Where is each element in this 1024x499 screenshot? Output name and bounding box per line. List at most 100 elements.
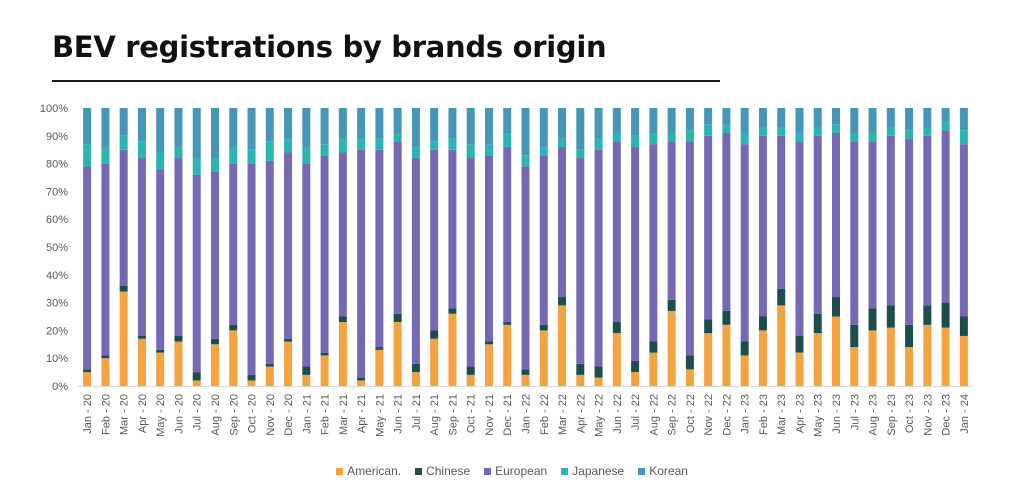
x-tick-label: Jan - 22 (521, 394, 533, 434)
title-divider (52, 80, 720, 82)
bar-segment-chinese (832, 297, 841, 317)
legend-label: American. (347, 464, 402, 478)
legend-item: Japanese (561, 464, 624, 478)
x-tick-label: Apr - 20 (137, 394, 149, 433)
x-tick-label: Nov - 22 (703, 394, 715, 436)
x-tick-label: Oct - 23 (904, 394, 916, 433)
bar-segment-korean (923, 108, 932, 128)
bar-segment-korean (795, 108, 804, 134)
bar-segment-chinese (320, 352, 329, 356)
bar-segment-korean (137, 108, 146, 142)
bar-segment-chinese (722, 310, 731, 325)
bar-segment-american (101, 358, 110, 386)
bar-segment-european (393, 141, 402, 314)
y-tick-label: 60% (46, 214, 68, 226)
bar-segment-korean (941, 108, 950, 122)
x-tick-label: Aug - 22 (648, 394, 660, 436)
bar-segment-korean (722, 108, 731, 125)
bar-segment-european (886, 135, 895, 306)
bar-segment-japanese (338, 138, 347, 153)
bar-segment-korean (576, 108, 585, 150)
y-tick-label: 0% (52, 381, 68, 393)
bar-segment-american (156, 352, 165, 386)
bar-segment-american (503, 324, 512, 386)
legend-item: Chinese (415, 464, 470, 478)
x-tick-label: Jan - 20 (82, 394, 94, 434)
y-tick-label: 90% (46, 131, 68, 143)
bar-segment-american (338, 322, 347, 386)
bar-segment-american (284, 341, 293, 386)
bar-segment-korean (594, 108, 603, 139)
bar-segment-korean (466, 108, 475, 145)
bar-segment-american (923, 324, 932, 386)
bar-segment-japanese (594, 138, 603, 150)
x-tick-label: Oct - 22 (685, 394, 697, 433)
x-tick-label: Sep - 20 (228, 394, 240, 436)
bar-segment-american (521, 374, 530, 386)
bar-segment-european (119, 149, 128, 286)
bar-segment-korean (430, 108, 439, 142)
bar-segment-chinese (357, 377, 366, 381)
legend-swatch (561, 467, 569, 475)
bar-segment-chinese (868, 308, 877, 331)
bar-segment-japanese (101, 146, 110, 164)
bar-segment-japanese (631, 135, 640, 147)
bar-segment-japanese (484, 144, 493, 156)
x-tick-label: Mar - 22 (557, 394, 569, 435)
bar-segment-american (192, 380, 201, 386)
bar-segment-korean (192, 108, 201, 159)
x-tick-label: Jun - 21 (393, 394, 405, 434)
bar-segment-japanese (850, 133, 859, 142)
bar-segment-european (521, 166, 530, 370)
bar-segment-chinese (466, 366, 475, 375)
legend-item: European (484, 464, 547, 478)
x-tick-label: Jul - 21 (411, 394, 423, 430)
bar-segment-chinese (448, 308, 457, 314)
legend-label: European (495, 464, 548, 478)
bar-segment-chinese (284, 338, 293, 342)
y-tick-label: 80% (46, 159, 68, 171)
bar-segment-european (466, 158, 475, 367)
bar-segment-european (795, 141, 804, 336)
bar-segment-american (576, 374, 585, 386)
bar-segment-japanese (466, 144, 475, 159)
bar-segment-chinese (905, 324, 914, 348)
bar-segment-chinese (941, 302, 950, 328)
legend-swatch (484, 467, 492, 475)
y-tick-label: 70% (46, 186, 68, 198)
bar-segment-korean (777, 108, 786, 128)
bar-segment-japanese (448, 138, 457, 150)
bar-segment-korean (338, 108, 347, 139)
x-tick-label: Apr - 23 (794, 394, 806, 433)
bar-segment-american (357, 380, 366, 386)
bar-segment-korean (704, 108, 713, 125)
bar-segment-american (740, 355, 749, 386)
bar-segment-korean (484, 108, 493, 145)
bar-segment-korean (649, 108, 658, 134)
bar-segment-european (265, 160, 274, 364)
x-tick-label: Jan - 21 (301, 394, 313, 434)
bar-segment-american (320, 355, 329, 386)
bar-segment-chinese (210, 338, 219, 345)
bar-segment-european (247, 163, 256, 375)
bar-segment-american (229, 330, 238, 386)
bar-segment-japanese (210, 158, 219, 172)
bar-segment-european (612, 141, 621, 323)
bar-segment-european (156, 169, 165, 350)
x-tick-label: May - 22 (594, 394, 606, 437)
bar-segment-korean (375, 108, 384, 139)
bar-segment-american (886, 327, 895, 386)
y-tick-label: 50% (46, 242, 68, 254)
bar-segment-european (631, 146, 640, 361)
bar-segment-japanese (886, 127, 895, 136)
bar-segment-japanese (174, 146, 183, 159)
x-tick-label: Nov - 21 (484, 394, 496, 436)
bar-segment-chinese (667, 299, 676, 311)
bar-segment-european (375, 149, 384, 348)
bar-segment-korean (886, 108, 895, 128)
x-tick-label: Oct - 21 (466, 394, 478, 433)
bar-segment-european (137, 158, 146, 336)
bar-segment-korean (156, 108, 165, 153)
bar-segment-japanese (247, 149, 256, 164)
x-tick-label: Mar - 21 (338, 394, 350, 435)
